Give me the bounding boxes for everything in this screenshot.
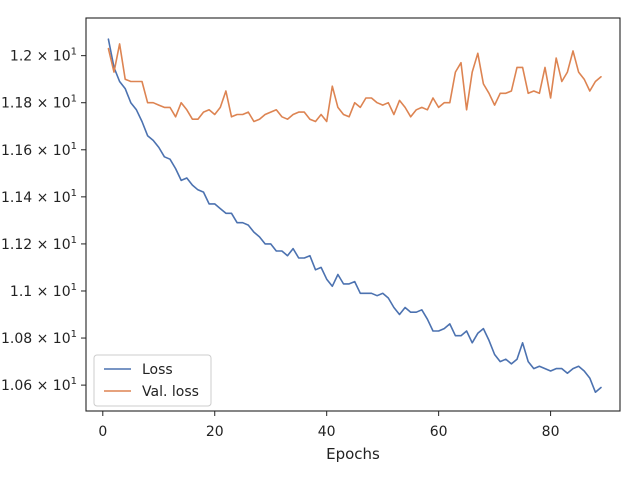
x-tick-label: 60 — [430, 424, 448, 440]
y-axis: 1.06 × 101 1.08 × 101 1.1 × 101 1.12 × 101 1… — [1, 47, 86, 394]
y-tick-label: 1.18 × 101 — [1, 94, 77, 112]
y-tick-label: 1.14 × 101 — [1, 188, 77, 206]
x-tick-label: 40 — [318, 424, 336, 440]
y-tick-label: 1.06 × 101 — [1, 376, 77, 394]
legend-box — [93, 354, 212, 407]
y-tick-label: 1.16 × 101 — [1, 141, 77, 159]
series-line-loss — [107, 38, 602, 394]
legend-label-loss: Loss — [142, 362, 173, 378]
x-tick-label: 80 — [542, 424, 560, 440]
axes-frame — [85, 17, 621, 412]
x-axis-label: Epochs — [326, 445, 380, 463]
series-line-val-loss — [107, 43, 602, 123]
legend: Loss Val. loss — [93, 354, 212, 407]
y-tick-label: 1.2 × 101 — [10, 47, 77, 65]
x-tick-label: 0 — [98, 424, 107, 440]
plot-area — [85, 17, 621, 412]
y-tick-label: 1.12 × 101 — [1, 235, 77, 253]
x-axis: 0 20 40 60 80 — [98, 411, 560, 440]
series-layer — [107, 38, 602, 394]
y-tick-label: 1.08 × 101 — [1, 329, 77, 347]
y-tick-label: 1.1 × 101 — [10, 282, 77, 300]
legend-label-val-loss: Val. loss — [142, 384, 199, 400]
x-tick-label: 20 — [206, 424, 224, 440]
